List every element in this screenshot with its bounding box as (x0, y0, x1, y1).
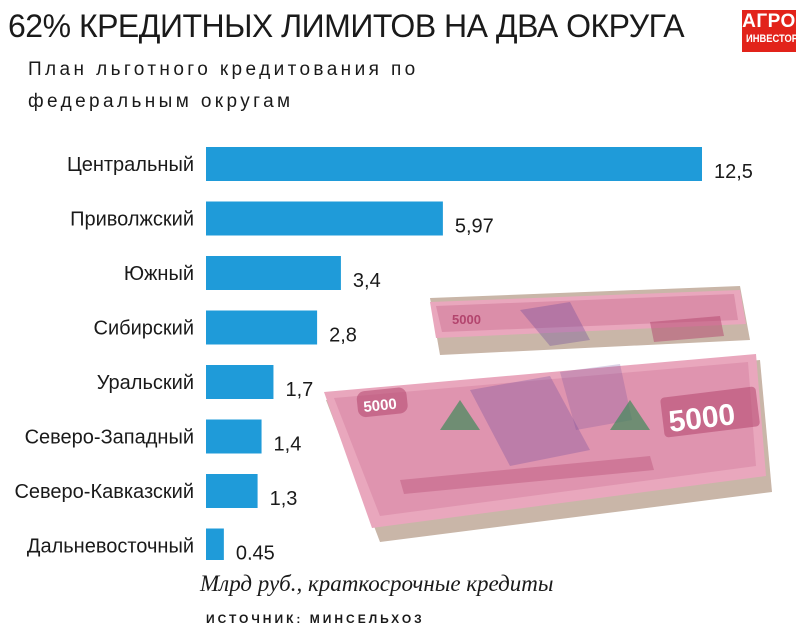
front-banknote-stack: 5000 5000 (324, 354, 772, 542)
bar-8 (206, 528, 224, 560)
bar-chart: Центральный 12,5 Приволжский 5,97 Южный 3,4 Си… (14, 147, 753, 561)
category-label-4: Сибирский (94, 318, 194, 340)
front-banknote-denomination-large: 5000 (667, 398, 737, 439)
value-label-3: 3,4 (353, 270, 381, 292)
value-label-4: 2,8 (329, 325, 357, 347)
logo-line-2: ИНВЕСТОР (746, 33, 796, 45)
units-note: Млрд руб., краткосрочные кредиты (200, 571, 554, 596)
bar-7 (206, 474, 258, 508)
value-label-2: 5,97 (455, 216, 494, 238)
back-banknote-stack: 5000 (430, 286, 750, 355)
category-label-2: Приволжский (70, 209, 194, 231)
banknotes-illustration: 5000 5000 5000 (324, 286, 772, 542)
back-banknote-denomination: 5000 (452, 312, 481, 327)
value-label-1: 12,5 (714, 161, 753, 183)
value-label-6: 1,4 (274, 434, 302, 456)
category-label-7: Северо-Кавказский (14, 481, 194, 503)
bar-5 (206, 365, 274, 399)
front-banknote-denomination-small: 5000 (363, 396, 398, 416)
source-note: ИСТОЧНИК: МИНСЕЛЬХОЗ (206, 612, 425, 626)
value-label-8: 0,45 (236, 543, 275, 561)
category-label-1: Центральный (67, 154, 194, 176)
bar-4 (206, 310, 318, 345)
value-label-7: 1,3 (270, 488, 298, 510)
category-label-6: Северо-Западный (25, 427, 194, 449)
bar-1 (206, 147, 702, 181)
category-label-5: Уральский (97, 372, 194, 394)
logo-line-1: АГРО (742, 11, 796, 32)
bar-6 (206, 419, 262, 454)
value-label-5: 1,7 (285, 379, 313, 401)
chart-title: 62% КРЕДИТНЫХ ЛИМИТОВ НА ДВА ОКРУГА (8, 8, 685, 44)
bar-2 (206, 201, 443, 236)
bars-group: Центральный 12,5 Приволжский 5,97 Южный 3,4 Си… (14, 147, 753, 561)
bar-3 (206, 256, 341, 290)
chart-subtitle: План льготного кредитования по федеральн… (28, 59, 419, 112)
agroinvestor-logo: АГРО ИНВЕСТОР (742, 10, 796, 52)
category-label-3: Южный (124, 263, 194, 285)
category-label-8: Дальневосточный (27, 536, 194, 558)
